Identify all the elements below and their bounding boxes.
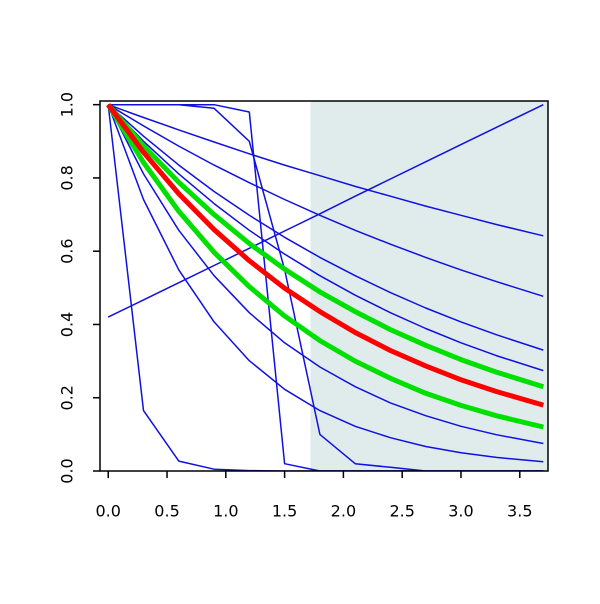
y-tick-label: 0.4 <box>58 312 77 337</box>
series-line <box>107 104 544 463</box>
series-line <box>108 103 544 471</box>
x-tick-label: 2.0 <box>331 502 356 521</box>
x-tick-label: 2.5 <box>389 502 414 521</box>
series-line <box>107 104 544 372</box>
x-tick-label: 1.5 <box>272 502 297 521</box>
series-line <box>106 103 544 430</box>
x-tick-label: 0.0 <box>96 502 121 521</box>
plot-area <box>106 101 548 471</box>
y-tick-label: 1.0 <box>58 92 77 117</box>
y-tick-label: 0.8 <box>58 165 77 190</box>
y-tick-label: 0.2 <box>58 385 77 410</box>
series-line <box>107 104 544 351</box>
x-tick-label: 3.0 <box>448 502 473 521</box>
series-line <box>107 104 544 318</box>
x-tick-label: 0.5 <box>154 502 179 521</box>
y-tick-label: 0.6 <box>58 238 77 263</box>
series-line <box>107 104 544 445</box>
series-line <box>107 104 544 298</box>
series-line <box>106 103 545 390</box>
series-line <box>107 104 544 471</box>
plot-frame <box>99 100 549 472</box>
series-line <box>106 103 544 408</box>
y-tick-label: 0.0 <box>58 458 77 483</box>
series-line <box>107 103 544 237</box>
x-tick-label: 3.5 <box>507 502 532 521</box>
x-tick-label: 1.0 <box>213 502 238 521</box>
